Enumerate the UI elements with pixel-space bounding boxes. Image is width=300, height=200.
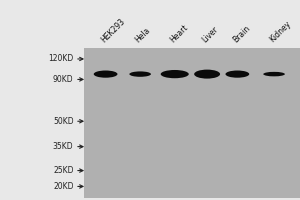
Text: 20KD: 20KD <box>53 182 74 191</box>
Ellipse shape <box>226 71 249 78</box>
Ellipse shape <box>194 70 220 79</box>
Text: 120KD: 120KD <box>48 54 74 63</box>
Text: Heart: Heart <box>168 22 190 44</box>
Bar <box>84 48 300 198</box>
Text: 90KD: 90KD <box>53 75 74 84</box>
Ellipse shape <box>161 70 189 78</box>
Text: Brain: Brain <box>231 23 252 44</box>
Text: 35KD: 35KD <box>53 142 74 151</box>
Ellipse shape <box>263 72 285 76</box>
Text: 50KD: 50KD <box>53 117 74 126</box>
Text: 25KD: 25KD <box>53 166 74 175</box>
Text: Hela: Hela <box>134 25 152 44</box>
Text: HEK293: HEK293 <box>99 16 127 44</box>
Ellipse shape <box>129 71 151 77</box>
Text: Liver: Liver <box>201 24 220 44</box>
Ellipse shape <box>94 71 118 78</box>
Text: Kidney: Kidney <box>268 19 292 44</box>
